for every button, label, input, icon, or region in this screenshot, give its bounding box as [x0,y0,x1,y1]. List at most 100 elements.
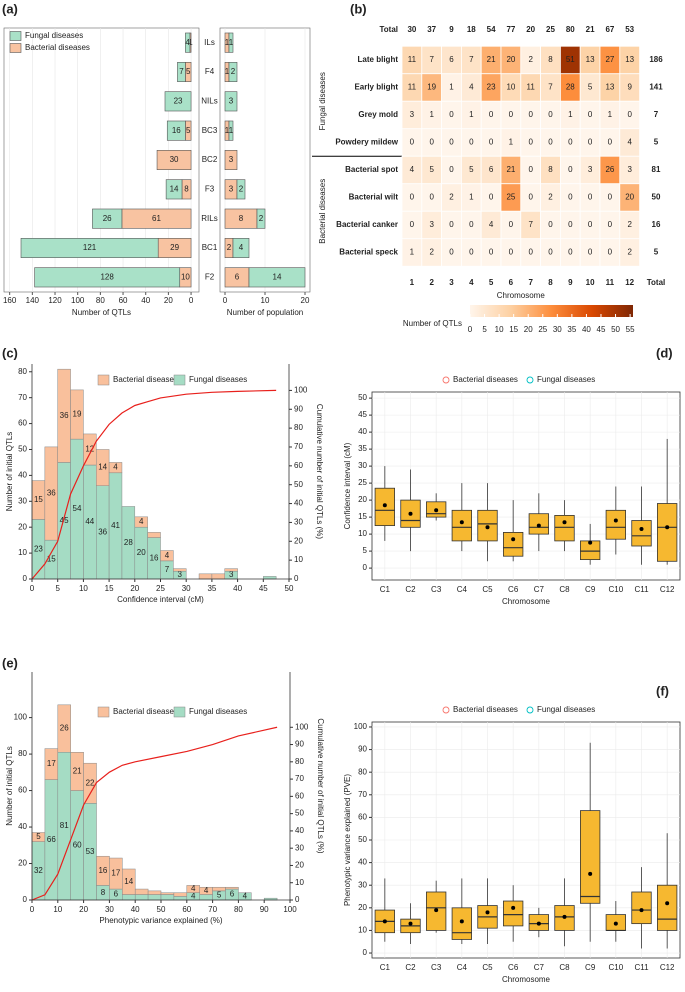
total-label: Total [379,25,398,34]
cell-label: 0 [528,193,533,202]
row-label: Bacterial spot [345,165,398,174]
bar-label: 2 [259,214,264,223]
cell-label: 0 [548,138,553,147]
category-label: RILs [201,214,217,223]
colorbar-tick-label: 0 [468,325,473,334]
bar-label: 17 [47,759,56,768]
y-tick-label: 60 [358,813,367,822]
bar-label: 15 [47,555,56,564]
row-label: Bacterial speck [339,248,398,257]
bar-label: 1 [229,38,234,47]
x-axis-title: Chromosome [502,975,551,984]
histogram-bar [134,888,149,895]
bar-label: 16 [98,866,107,875]
bar-label: 2 [227,243,232,252]
y-tick-label: 15 [358,512,367,521]
bar-segment [165,179,183,200]
category-label: NILs [201,96,217,105]
cell-label: 9 [627,83,632,92]
x-tick-label: 80 [96,296,105,305]
x-tick-label: 0 [189,296,194,305]
y-tick-label: 90 [358,745,367,754]
cell-label: 6 [449,55,454,64]
x-tick-label: 70 [208,905,217,914]
bar-label: 20 [137,548,146,557]
x-tick-label: 60 [182,905,191,914]
y2-tick-label: 0 [294,574,299,583]
cumulative-line [31,726,278,901]
cell-label: 0 [568,220,573,229]
box [503,532,524,557]
mean-point [408,921,413,926]
colorbar [470,305,633,317]
y-tick-label: 80 [358,767,367,776]
mean-point [511,905,516,910]
y-tick-label: 30 [358,461,367,470]
x-tick-label: C4 [457,585,468,594]
y2-tick-label: 30 [295,843,304,852]
bar-label: 3 [229,570,234,579]
column-total: 20 [526,25,535,34]
bar-segment [228,120,234,141]
histogram-bar [147,894,162,901]
bar-label: 14 [98,463,107,472]
bar-label: 1 [229,126,234,135]
legend-label: Fungal diseases [189,707,247,716]
row-total: 141 [649,83,663,92]
cell-label: 26 [605,165,614,174]
x-tick-label: 40 [141,296,150,305]
y-tick-label: 10 [18,548,27,557]
bar-label: 23 [34,544,43,553]
bar-label: 4 [191,891,196,900]
cell-label: 0 [528,165,533,174]
mean-point [665,525,670,530]
cell-label: 1 [469,110,474,119]
y-tick-label: 50 [358,393,367,402]
cell-label: 1 [469,193,474,202]
cell-label: 0 [548,248,553,257]
cell-label: 0 [548,220,553,229]
bar-label: 36 [60,411,69,420]
y2-tick-label: 70 [294,442,303,451]
mean-point [639,527,644,532]
x-tick-label: C12 [660,963,675,972]
x-tick-label: 100 [71,296,85,305]
bar-label: 6 [114,890,119,899]
panel-label: (e) [2,655,18,670]
mean-point [562,520,567,525]
box [451,509,472,542]
x-tick-label: 90 [260,905,269,914]
y2-tick-label: 10 [295,878,304,887]
legend-swatch [173,706,186,718]
bar-label: 26 [103,214,112,223]
bar-label: 5 [217,891,222,900]
mean-point [485,525,490,530]
bar-label: 3 [229,96,234,105]
colorbar-title: Number of QTLs [403,319,462,328]
cell-label: 0 [449,220,454,229]
bar-label: 53 [86,847,95,856]
bar-label: 1 [225,38,230,47]
x-tick-label: C11 [634,585,649,594]
y2-tick-label: 0 [295,895,300,904]
box [503,900,524,927]
mean-point [382,503,387,508]
cell-label: 13 [625,55,634,64]
y2-tick-label: 90 [294,404,303,413]
cell-label: 0 [489,110,494,119]
cell-label: 2 [627,220,632,229]
x-tick-label: 40 [233,584,242,593]
histogram-bar [160,550,174,562]
histogram-bar [173,896,188,901]
histogram-bar [224,568,238,572]
cell-label: 21 [506,165,515,174]
x-tick-label: 20 [79,905,88,914]
bar-label: 4 [139,517,144,526]
y-tick-label: 25 [358,478,367,487]
x-tick-label: C8 [559,585,570,594]
cell-label: 2 [627,248,632,257]
x-tick-label: 30 [105,905,114,914]
cell-label: 0 [548,110,553,119]
column-total: 25 [546,25,555,34]
